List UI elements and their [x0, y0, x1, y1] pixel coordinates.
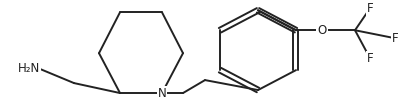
- Text: F: F: [366, 52, 373, 65]
- Text: F: F: [366, 2, 373, 15]
- Text: F: F: [391, 32, 397, 45]
- Text: O: O: [317, 24, 326, 37]
- Text: H₂N: H₂N: [18, 62, 40, 75]
- Text: N: N: [157, 87, 166, 100]
